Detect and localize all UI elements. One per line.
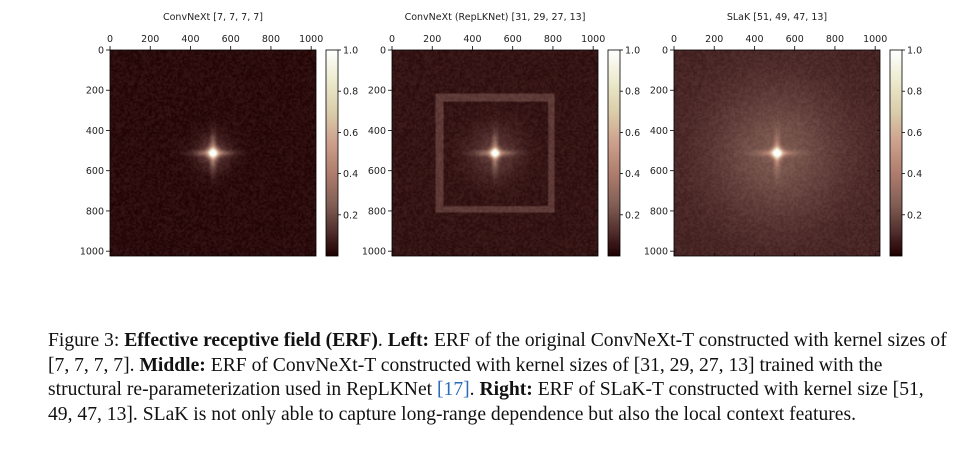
x-tick-label: 200 bbox=[141, 34, 159, 45]
x-tick-label: 600 bbox=[222, 34, 240, 45]
panel-title: ConvNeXt [7, 7, 7, 7] bbox=[163, 12, 263, 23]
colorbar-frame bbox=[325, 49, 339, 257]
y-tick-label: 1000 bbox=[80, 247, 104, 258]
x-tick-label: 0 bbox=[671, 34, 677, 45]
y-tick-label: 800 bbox=[86, 206, 104, 217]
colorbar-tick-label: 1.0 bbox=[907, 46, 922, 57]
x-tick-label: 0 bbox=[389, 34, 395, 45]
y-tick-label: 600 bbox=[368, 166, 386, 177]
colorbar-tick-label: 0.6 bbox=[625, 128, 640, 139]
colorbar bbox=[608, 50, 620, 256]
plot-frame bbox=[673, 49, 881, 257]
colorbar-tick-label: 0.2 bbox=[907, 210, 922, 221]
x-tick-label: 400 bbox=[463, 34, 481, 45]
caption-title: Effective receptive field (ERF) bbox=[124, 330, 378, 351]
colorbar-tick-label: 0.8 bbox=[907, 87, 922, 98]
x-tick-label: 600 bbox=[786, 34, 804, 45]
erf-figure: ConvNeXt [7, 7, 7, 7] 0 200 400 600 800 1000 0 2… bbox=[80, 12, 922, 258]
panel-title: SLaK [51, 49, 47, 13] bbox=[727, 12, 827, 23]
colorbar-frame bbox=[607, 49, 621, 257]
erf-heatmap bbox=[392, 50, 598, 256]
caption-middle-text: ERF of ConvNeXt-T constructed with kerne… bbox=[48, 354, 883, 401]
panel-title: ConvNeXt (RepLKNet) [31, 29, 27, 13] bbox=[405, 12, 586, 23]
x-tick-label: 1000 bbox=[581, 34, 605, 45]
erf-heatmap bbox=[674, 50, 880, 256]
y-tick-label: 600 bbox=[86, 166, 104, 177]
colorbar-frame bbox=[889, 49, 903, 257]
y-tick-label: 800 bbox=[650, 206, 668, 217]
y-tick-label: 200 bbox=[650, 86, 668, 97]
x-tick-label: 200 bbox=[423, 34, 441, 45]
caption-left-text: ERF of the original ConvNeXt-T construct… bbox=[48, 330, 947, 376]
colorbar-tick-label: 1.0 bbox=[625, 46, 640, 57]
colorbar bbox=[890, 50, 902, 256]
x-tick-label: 400 bbox=[181, 34, 199, 45]
x-tick-label: 600 bbox=[504, 34, 522, 45]
y-tick-label: 1000 bbox=[362, 247, 386, 258]
y-tick-label: 800 bbox=[368, 206, 386, 217]
citation-link[interactable]: [17] bbox=[437, 379, 470, 400]
y-tick-label: 1000 bbox=[644, 247, 668, 258]
x-tick-label: 0 bbox=[107, 34, 113, 45]
y-tick-label: 0 bbox=[380, 46, 386, 57]
caption-right-text: ERF of SLaK-T constructed with kernel si… bbox=[48, 379, 924, 425]
caption-label: Figure 3: bbox=[48, 330, 120, 351]
x-tick-label: 400 bbox=[745, 34, 763, 45]
colorbar bbox=[326, 50, 338, 256]
x-tick-label: 800 bbox=[826, 34, 844, 45]
plot-frame bbox=[109, 49, 317, 257]
x-tick-label: 800 bbox=[544, 34, 562, 45]
x-tick-label: 1000 bbox=[299, 34, 323, 45]
colorbar-tick-label: 1.0 bbox=[343, 46, 358, 57]
y-tick-label: 200 bbox=[368, 86, 386, 97]
colorbar-tick-label: 0.4 bbox=[625, 169, 640, 180]
figure-caption: Figure 3: Effective receptive field (ERF… bbox=[48, 330, 947, 425]
erf-heatmap bbox=[110, 50, 316, 256]
colorbar-tick-label: 0.8 bbox=[625, 87, 640, 98]
y-tick-label: 400 bbox=[86, 126, 104, 137]
colorbar-tick-label: 0.6 bbox=[907, 128, 922, 139]
caption-middle-label: Middle: bbox=[139, 354, 206, 376]
y-tick-label: 600 bbox=[650, 166, 668, 177]
y-tick-label: 400 bbox=[368, 126, 386, 137]
y-tick-label: 200 bbox=[86, 86, 104, 97]
y-tick-label: 0 bbox=[98, 46, 104, 57]
colorbar-tick-label: 0.2 bbox=[625, 210, 640, 221]
y-tick-label: 0 bbox=[662, 46, 668, 57]
x-tick-label: 200 bbox=[705, 34, 723, 45]
plot-frame bbox=[391, 49, 599, 257]
caption-right-label: Right: bbox=[479, 379, 533, 400]
x-tick-label: 800 bbox=[262, 34, 280, 45]
colorbar-tick-label: 0.4 bbox=[343, 169, 358, 180]
y-tick-label: 400 bbox=[650, 126, 668, 137]
x-tick-label: 1000 bbox=[863, 34, 887, 45]
caption-left-label: Left: bbox=[387, 330, 430, 351]
colorbar-tick-label: 0.6 bbox=[343, 128, 358, 139]
colorbar-tick-label: 0.2 bbox=[343, 210, 358, 221]
colorbar-tick-label: 0.8 bbox=[343, 87, 358, 98]
colorbar-tick-label: 0.4 bbox=[907, 169, 922, 180]
